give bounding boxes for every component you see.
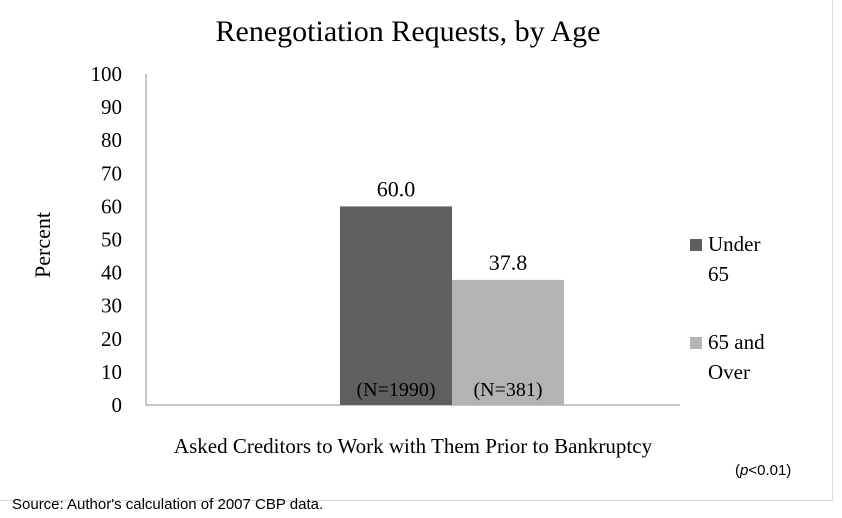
significance-note-value: <0.01) — [748, 462, 792, 479]
y-tick-label: 50 — [101, 228, 122, 252]
y-tick-label: 70 — [101, 161, 122, 185]
sample-size-label: (N=381) — [473, 379, 542, 401]
legend-label: 65 and — [708, 330, 765, 354]
sample-size-label: (N=1990) — [356, 379, 435, 401]
bar-group — [340, 206, 564, 405]
y-tick-label: 30 — [101, 294, 122, 318]
source-note: Source: Author's calculation of 2007 CBP… — [12, 496, 324, 513]
legend: Under 65 65 and Over — [690, 232, 765, 384]
data-label: 60.0 — [377, 176, 416, 201]
significance-note-prefix: ( — [735, 462, 740, 479]
value-labels: 60.0 37.8 — [377, 176, 528, 274]
legend-label: Over — [708, 360, 750, 384]
y-tick-label: 0 — [112, 393, 123, 417]
significance-note: (p<0.01) — [735, 462, 791, 479]
y-axis-label: Percent — [30, 212, 55, 278]
legend-label: 65 — [708, 262, 729, 286]
y-tick-label: 40 — [101, 261, 122, 285]
significance-note-symbol: p — [740, 462, 749, 479]
bar-65-and-over — [452, 279, 564, 405]
y-tick-label: 20 — [101, 327, 122, 351]
y-tick-labels: 0 10 20 30 40 50 60 70 80 90 100 — [91, 62, 123, 417]
sample-size-labels: (N=1990) (N=381) — [356, 379, 542, 401]
bar-under-65 — [340, 206, 452, 405]
legend-label: Under — [708, 232, 760, 256]
y-tick-label: 10 — [101, 360, 122, 384]
y-tick-label: 60 — [101, 194, 122, 218]
y-tick-label: 100 — [91, 62, 123, 86]
y-tick-label: 90 — [101, 95, 122, 119]
legend-swatch — [690, 337, 702, 349]
legend-swatch — [690, 239, 702, 251]
chart-title: Renegotiation Requests, by Age — [216, 15, 601, 48]
x-axis-label: Asked Creditors to Work with Them Prior … — [174, 434, 653, 458]
data-label: 37.8 — [489, 250, 528, 275]
chart-frame — [0, 0, 833, 501]
y-tick-label: 80 — [101, 128, 122, 152]
